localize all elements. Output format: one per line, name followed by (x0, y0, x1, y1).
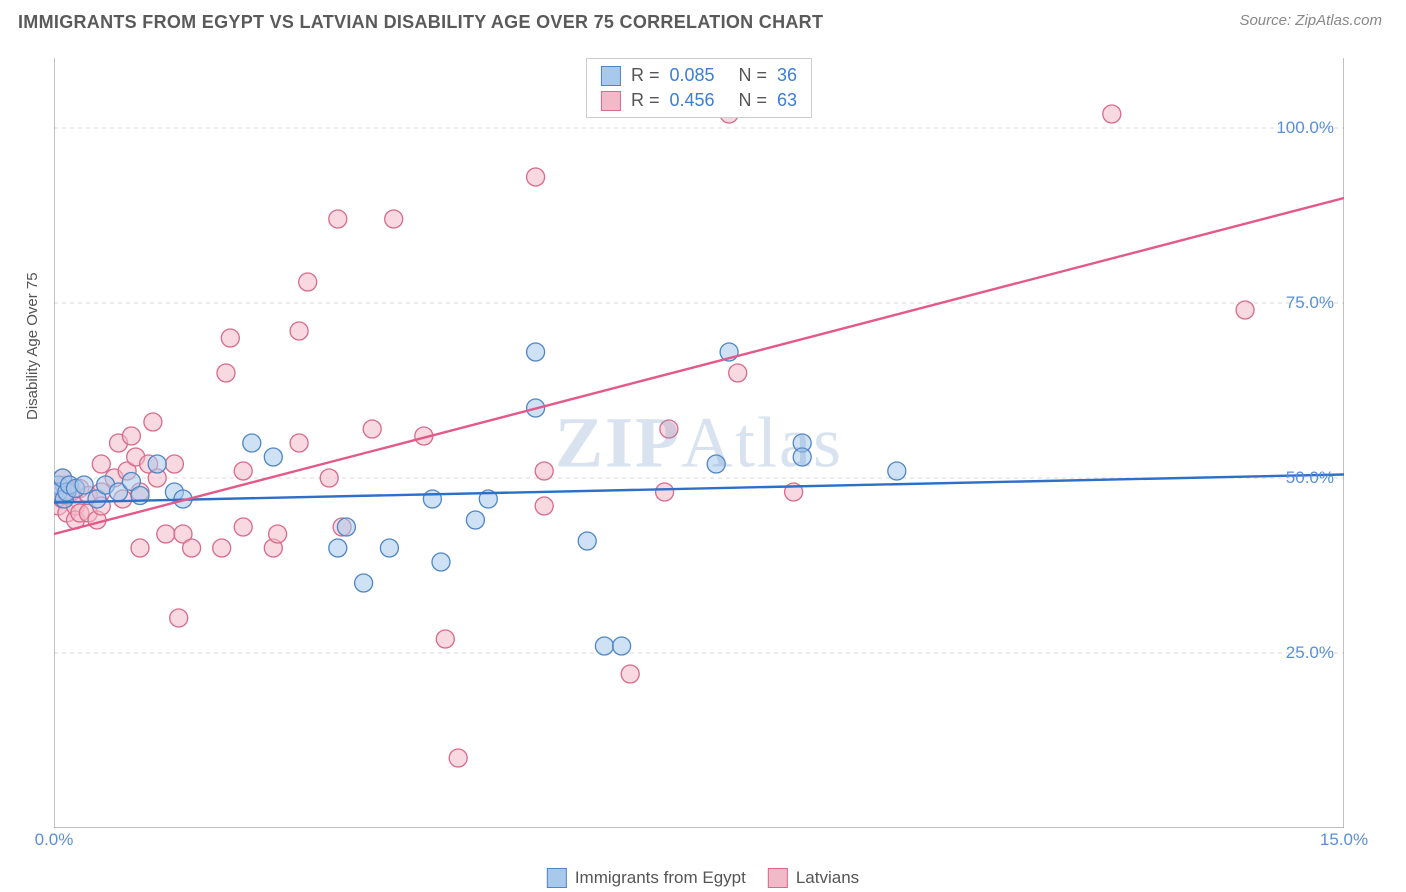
scatter-plot (54, 58, 1344, 828)
legend-series-item: Immigrants from Egypt (547, 868, 746, 888)
legend-series-item: Latvians (768, 868, 859, 888)
x-tick-label: 15.0% (1320, 830, 1368, 850)
y-tick-label: 50.0% (1286, 468, 1334, 488)
legend-series: Immigrants from Egypt Latvians (547, 868, 859, 888)
x-tick-label: 0.0% (35, 830, 74, 850)
y-axis-label: Disability Age Over 75 (24, 272, 41, 420)
chart-header: IMMIGRANTS FROM EGYPT VS LATVIAN DISABIL… (0, 0, 1406, 39)
y-tick-label: 75.0% (1286, 293, 1334, 313)
legend-correlation: R = 0.085N = 36R = 0.456N = 63 (586, 58, 812, 118)
y-tick-label: 25.0% (1286, 643, 1334, 663)
chart-source: Source: ZipAtlas.com (1239, 12, 1382, 29)
legend-correlation-row: R = 0.456N = 63 (601, 88, 797, 113)
chart-area: ZIPAtlas R = 0.085N = 36R = 0.456N = 63 … (54, 58, 1344, 828)
chart-title: IMMIGRANTS FROM EGYPT VS LATVIAN DISABIL… (18, 12, 823, 33)
y-tick-label: 100.0% (1276, 118, 1334, 138)
legend-correlation-row: R = 0.085N = 36 (601, 63, 797, 88)
